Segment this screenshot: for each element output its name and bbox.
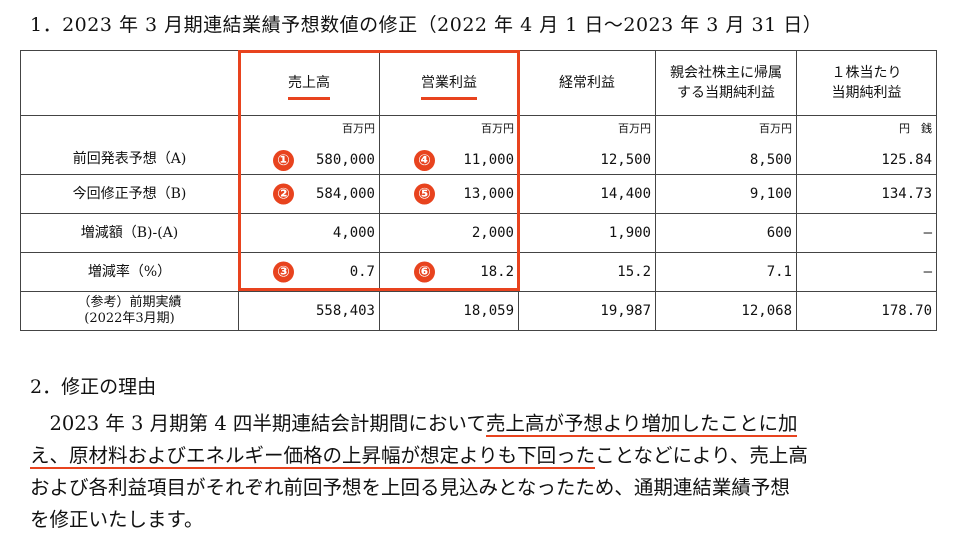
reason-line: を修正いたします。 (30, 508, 204, 531)
table-cell: 2,000 (379, 213, 519, 253)
table-cell: ⑤ 13,000 (379, 174, 519, 214)
header-eps: １株当たり 当期純利益 (796, 50, 937, 116)
table-cell: 1,900 (518, 213, 656, 253)
table-row: 増減額（B)-(A) 4,000 2,000 1,900 600 — (20, 213, 937, 253)
header-blank (20, 50, 239, 116)
table-cell: 12,068 (655, 291, 797, 331)
table-header-row: 売上高 営業利益 経常利益 親会社株主に帰属 する当期純利益 １株当たり 当期純… (20, 50, 937, 116)
table-cell: — (796, 252, 937, 292)
table-cell: 7.1 (655, 252, 797, 292)
reason-line: え、原材料およびエネルギー価格の上昇幅が想定よりも下回ったことなどにより、売上高 (30, 444, 808, 469)
header-sales: 売上高 (238, 50, 380, 116)
table-cell: 15.2 (518, 252, 656, 292)
marker-4-icon: ④ (414, 150, 435, 171)
table-row: 今回修正予想（B) ② 584,000 ⑤ 13,000 14,400 9,100 … (20, 174, 937, 214)
marker-3-icon: ③ (273, 261, 294, 283)
forecast-table: 売上高 営業利益 経常利益 親会社株主に帰属 する当期純利益 １株当たり 当期純… (20, 50, 937, 331)
highlighted-text: え、原材料およびエネルギー価格の上昇幅が想定よりも下回った (30, 444, 596, 469)
marker-2-icon: ② (273, 183, 294, 205)
reason-paragraph: 2023 年 3 月期第 4 四半期連結会計期間において売上高が予想より増加した… (30, 408, 942, 536)
row-label: 増減額（B)-(A) (20, 213, 239, 253)
reason-line: および各利益項目がそれぞれ前回予想を上回る見込みとなったため、通期連結業績予想 (30, 476, 790, 499)
table-cell: 百万円 8,500 (655, 115, 797, 175)
table-cell: ⑥ 18.2 (379, 252, 519, 292)
row-label: 今回修正予想（B) (20, 174, 239, 214)
table-cell: 百万円 ① 580,000 (238, 115, 380, 175)
section2-title: 2．修正の理由 (30, 376, 157, 398)
header-ordinary-profit: 経常利益 (518, 50, 656, 116)
reason-line: 2023 年 3 月期第 4 四半期連結会計期間において売上高が予想より増加した… (30, 412, 798, 437)
table-cell: 14,400 (518, 174, 656, 214)
table-cell: 19,987 (518, 291, 656, 331)
header-net-income: 親会社株主に帰属 する当期純利益 (655, 50, 797, 116)
table-row: 増減率（%） ③ 0.7 ⑥ 18.2 15.2 7.1 — (20, 252, 937, 292)
table-cell: 178.70 (796, 291, 937, 331)
table-cell: 558,403 (238, 291, 380, 331)
table-cell: ② 584,000 (238, 174, 380, 214)
table-cell: — (796, 213, 937, 253)
row-label: （参考）前期実績 (2022年3月期) (20, 291, 239, 331)
marker-6-icon: ⑥ (414, 261, 435, 283)
highlighted-text: 売上高が予想より増加したことに加 (485, 412, 798, 437)
header-operating-profit: 営業利益 (379, 50, 519, 116)
table-cell: 18,059 (379, 291, 519, 331)
marker-5-icon: ⑤ (414, 183, 435, 205)
table-row: 前回発表予想（A) 百万円 ① 580,000 百万円 ④ 11,000 百万円 12,5… (20, 115, 937, 175)
row-label: 増減率（%） (20, 252, 239, 292)
table-cell: 百万円 ④ 11,000 (379, 115, 519, 175)
section1-title: 1．2023 年 3 月期連結業績予想数値の修正（2022 年 4 月 1 日～… (30, 14, 823, 36)
table-cell: ③ 0.7 (238, 252, 380, 292)
table-cell: 600 (655, 213, 797, 253)
table-cell: 134.73 (796, 174, 937, 214)
row-label: 前回発表予想（A) (20, 115, 239, 175)
table-cell: 百万円 12,500 (518, 115, 656, 175)
table-cell: 4,000 (238, 213, 380, 253)
table-cell: 円 銭 125.84 (796, 115, 937, 175)
marker-1-icon: ① (273, 150, 294, 171)
table-row: （参考）前期実績 (2022年3月期) 558,403 18,059 19,98… (20, 291, 937, 331)
table-cell: 9,100 (655, 174, 797, 214)
